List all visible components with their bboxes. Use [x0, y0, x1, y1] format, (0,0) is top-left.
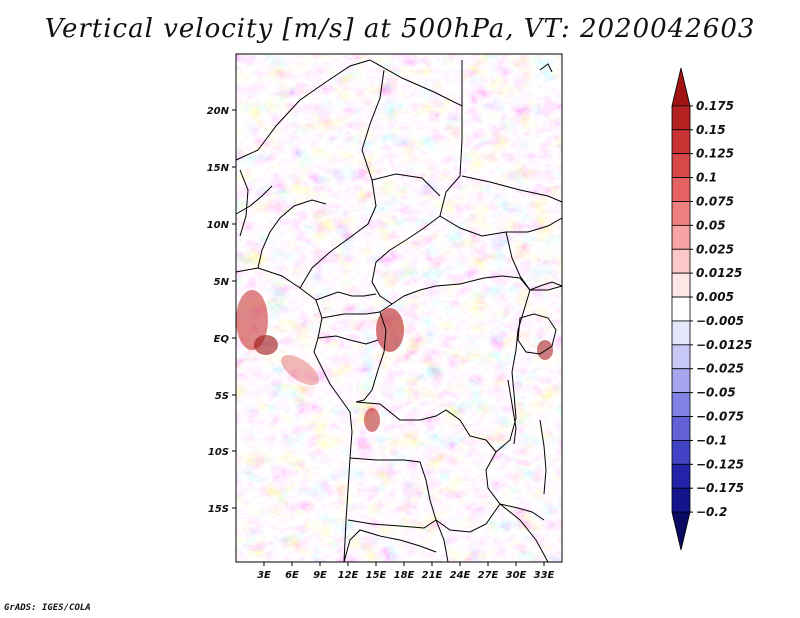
colorbar-swatch	[672, 249, 690, 273]
colorbar-swatch	[672, 512, 690, 550]
lon-label: 12E	[338, 570, 359, 581]
colorbar-label: 0.075	[696, 194, 734, 208]
colorbar-swatch	[672, 201, 690, 225]
colorbar-swatch	[672, 154, 690, 178]
colorbar-label: 0.125	[696, 147, 734, 161]
lon-label: 3E	[257, 570, 271, 581]
colorbar-label: −0.075	[696, 410, 744, 424]
colorbar-swatch	[672, 130, 690, 154]
colorbar-swatch	[672, 321, 690, 345]
map-figure: 20N 15N 10N 5N EQ 5S 10S 15S 3E 6E 9E 12…	[0, 0, 800, 618]
lat-label: 15S	[208, 504, 229, 515]
colorbar-label: −0.025	[696, 362, 744, 376]
colorbar	[672, 68, 690, 550]
lon-label: 15E	[366, 570, 387, 581]
colorbar-swatch	[672, 297, 690, 321]
colorbar-swatch	[672, 417, 690, 441]
colorbar-swatch	[672, 273, 690, 297]
colorbar-label: −0.175	[696, 481, 744, 495]
lon-label: 18E	[394, 570, 415, 581]
colorbar-label: −0.0125	[696, 338, 752, 352]
colorbar-swatch	[672, 106, 690, 130]
lat-ticks	[232, 110, 236, 508]
lon-labels: 3E 6E 9E 12E 15E 18E 21E 24E 27E 30E 33E	[257, 570, 554, 581]
colorbar-label: 0.05	[696, 218, 726, 232]
colorbar-label: −0.005	[696, 314, 744, 328]
lon-label: 21E	[422, 570, 443, 581]
lat-label: EQ	[214, 334, 230, 345]
colorbar-swatch	[672, 369, 690, 393]
lat-label: 20N	[207, 106, 230, 117]
colorbar-label: 0.1	[696, 171, 717, 185]
lon-label: 6E	[285, 570, 299, 581]
velocity-field	[236, 54, 562, 562]
lat-label: 15N	[207, 163, 230, 174]
lon-label: 27E	[478, 570, 499, 581]
lat-label: 10N	[207, 220, 230, 231]
colorbar-swatch	[672, 345, 690, 369]
colorbar-label: −0.2	[696, 505, 727, 519]
colorbar-swatch	[672, 464, 690, 488]
colorbar-swatch	[672, 488, 690, 512]
colorbar-swatch	[672, 440, 690, 464]
colorbar-swatch	[672, 393, 690, 417]
lon-ticks	[264, 562, 544, 566]
colorbar-label: 0.175	[696, 99, 734, 113]
lon-label: 33E	[534, 570, 555, 581]
colorbar-label: 0.005	[696, 290, 734, 304]
colorbar-label: −0.125	[696, 457, 744, 471]
colorbar-labels: 0.175 0.15 0.125 0.1 0.075 0.05 0.025 0.0125 0.0…	[690, 99, 752, 519]
colorbar-label: 0.15	[696, 123, 726, 137]
colorbar-label: 0.025	[696, 242, 734, 256]
colorbar-swatch	[672, 68, 690, 106]
colorbar-swatch	[672, 225, 690, 249]
lon-label: 30E	[506, 570, 527, 581]
lat-label: 5S	[215, 391, 229, 402]
lon-label: 24E	[450, 570, 471, 581]
lat-label: 10S	[208, 447, 229, 458]
colorbar-swatch	[672, 178, 690, 202]
colorbar-label: 0.0125	[696, 266, 742, 280]
grads-credit: GrADS: IGES/COLA	[4, 603, 91, 613]
colorbar-label: −0.05	[696, 386, 736, 400]
lon-label: 9E	[313, 570, 327, 581]
colorbar-label: −0.1	[696, 433, 727, 447]
lat-label: 5N	[214, 277, 230, 288]
lat-labels: 20N 15N 10N 5N EQ 5S 10S 15S	[207, 106, 230, 515]
